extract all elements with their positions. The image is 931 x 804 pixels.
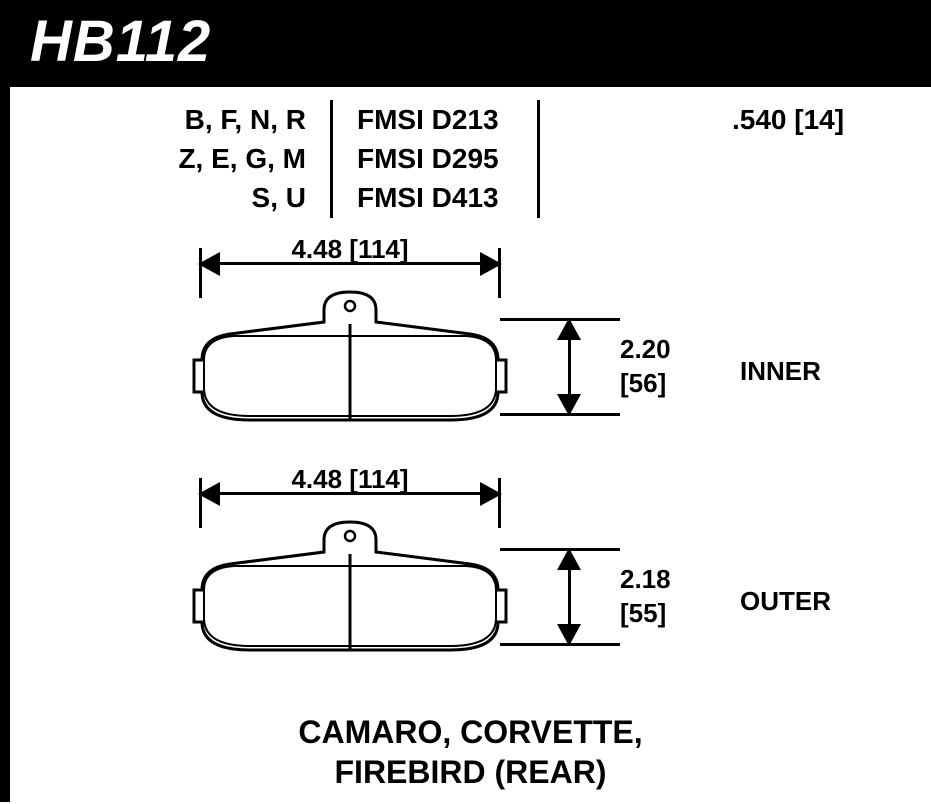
thickness-value: .540 [14] xyxy=(732,100,844,139)
height-value: 2.20[56] xyxy=(620,333,671,401)
dim-height-bar xyxy=(550,548,590,646)
brake-pad-icon xyxy=(190,518,510,658)
thickness-col: .540 [14] xyxy=(720,100,868,139)
compound-codes-col: B, F, N, R Z, E, G, M S, U xyxy=(150,100,330,218)
width-value: 4.48 [114] xyxy=(200,464,500,495)
pad-side-label: OUTER xyxy=(740,586,831,617)
arrow-up-icon xyxy=(557,548,581,570)
fmsi-line: FMSI D295 xyxy=(357,139,513,178)
arrow-up-icon xyxy=(557,318,581,340)
arrow-down-icon xyxy=(557,394,581,416)
application-footer: CAMARO, CORVETTE, FIREBIRD (REAR) xyxy=(10,712,931,792)
fmsi-line: FMSI D413 xyxy=(357,178,513,217)
code-line: S, U xyxy=(174,178,306,217)
fmsi-line: FMSI D213 xyxy=(357,100,513,139)
footer-line-1: CAMARO, CORVETTE, xyxy=(10,712,931,752)
specs-row: B, F, N, R Z, E, G, M S, U FMSI D213 FMS… xyxy=(150,100,931,218)
code-line: Z, E, G, M xyxy=(174,139,306,178)
diagram-area: 4.48 [114] 2.20[56] INNER xyxy=(10,238,931,708)
part-number: HB112 xyxy=(30,9,211,74)
arrow-down-icon xyxy=(557,624,581,646)
pad-block-inner: 4.48 [114] 2.20[56] INNER xyxy=(180,238,800,428)
code-line: B, F, N, R xyxy=(174,100,306,139)
height-value: 2.18[55] xyxy=(620,563,671,631)
pad-block-outer: 4.48 [114] 2.18[55] OUTER xyxy=(180,468,800,658)
width-dimension: 4.48 [114] xyxy=(200,238,500,288)
brake-pad-icon xyxy=(190,288,510,428)
part-number-header: HB112 xyxy=(0,0,931,87)
footer-line-2: FIREBIRD (REAR) xyxy=(10,752,931,792)
width-value: 4.48 [114] xyxy=(200,234,500,265)
dim-height-bar xyxy=(550,318,590,416)
content-frame: B, F, N, R Z, E, G, M S, U FMSI D213 FMS… xyxy=(0,82,931,802)
pad-side-label: INNER xyxy=(740,356,821,387)
fmsi-col: FMSI D213 FMSI D295 FMSI D413 xyxy=(330,100,540,218)
width-dimension: 4.48 [114] xyxy=(200,468,500,518)
